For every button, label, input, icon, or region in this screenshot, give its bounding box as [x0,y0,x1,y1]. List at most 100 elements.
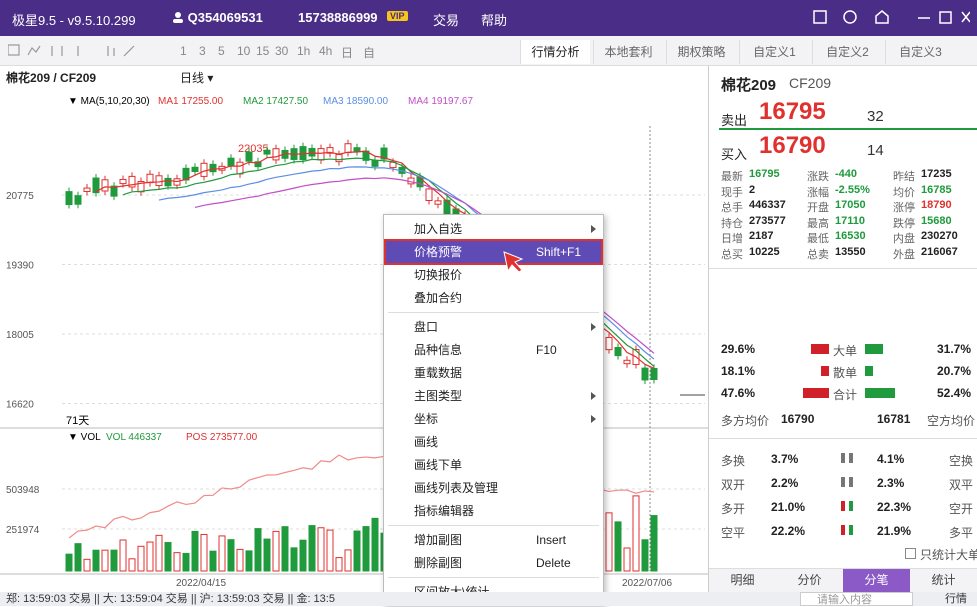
menu-help[interactable]: 帮助 [481,13,508,28]
quote-tab[interactable]: 分笔 [843,569,910,592]
volume-bar [299,539,307,572]
stat-value: 17050 [835,199,866,211]
checkbox-box[interactable] [905,548,916,559]
period-button[interactable]: 30 [275,44,289,58]
volume-bar [101,549,109,572]
pos-icon [841,525,845,535]
tab[interactable]: 自定义3 [885,40,955,64]
flow-bar-red [811,344,829,354]
menu-label: 品种信息 [414,343,463,357]
period-button[interactable]: 1h [297,44,311,58]
avg-left: 16790 [781,412,815,426]
flow-bar-green [865,388,895,398]
period-button[interactable]: 自 [363,46,376,60]
flow-label: 大单 [833,344,858,358]
flow-bar-green [865,344,883,354]
pos-value: POS 273577.00 [186,432,258,443]
section-line [709,438,977,439]
menu-item[interactable]: 增加副图 Insert [386,529,601,551]
quote-button[interactable]: 行情 [945,593,967,605]
candle-body [128,175,136,188]
menu-item[interactable]: 删除副图 Delete [386,552,601,574]
menu-item[interactable]: 切换报价 [386,264,601,286]
search-box[interactable]: 请输入内容 [800,592,913,606]
stat-value: 16795 [749,168,780,180]
volume-bar [281,526,289,572]
menu-item[interactable]: 画线 [386,431,601,453]
period-button[interactable]: 5 [218,44,225,58]
avg-left-label: 多方均价 [721,414,770,428]
home-icon[interactable] [875,10,889,24]
stat-label: 内盘 [893,233,915,245]
maximize[interactable] [939,11,952,24]
stat-value: 2187 [749,230,774,242]
menu-label: 画线下单 [414,458,463,472]
period-button[interactable]: 4h [319,44,333,58]
user[interactable]: Q354069531 [172,10,263,25]
period-button[interactable]: 日 [341,46,354,60]
menu-shortcut: Shift+F1 [536,245,582,259]
quote-tab[interactable]: 分价 [797,573,822,587]
period-button[interactable]: 1 [180,44,187,58]
vol-value: VOL 446337 [106,432,162,443]
sell-price: 16795 [759,98,826,125]
tab[interactable]: 自定义1 [739,40,809,64]
contract-code: CF209 [789,75,832,91]
menu-item[interactable]: 叠加合约 [386,287,601,309]
status-bar: 郑: 13:59:03 交易 || 大: 13:59:04 交易 || 沪: 1… [0,592,977,606]
contract-name: 棉花209 [721,77,777,94]
period-button[interactable]: 15 [256,44,270,58]
menu-item[interactable]: 坐标 [386,408,601,430]
volume-bar [650,515,658,572]
tab[interactable]: 本地套利 [593,40,663,64]
date-label: 2022/07/06 [622,578,672,589]
flow-left: 18.1% [721,364,756,378]
stat-label: 跌停 [893,217,915,230]
avg-right: 16781 [877,412,911,426]
menu-item[interactable]: 价格预警 Shift+F1 [384,239,603,265]
period-button[interactable]: 10 [237,44,251,58]
settings-icon[interactable] [843,10,857,24]
candle-body [614,346,622,357]
tab[interactable]: 自定义2 [812,40,882,64]
menu-trade[interactable]: 交易 [433,13,460,28]
pos-right-label: 空换 [949,454,974,468]
candle-body [317,148,325,161]
sell-volume: 32 [867,108,884,125]
pos-left: 2.2% [771,476,799,490]
menu-item[interactable]: 画线下单 [386,454,601,476]
stat-label: 日增 [721,233,743,245]
candle-body [236,161,244,175]
menu-item[interactable]: 指标编辑器 [386,500,601,522]
flow-label: 合计 [833,388,858,402]
volume-bar [344,549,352,572]
menu-separator [388,312,599,313]
period-select[interactable]: 日线 ▾ [180,71,214,85]
candle-body [371,159,379,167]
tab[interactable]: 行情分析 [520,40,590,64]
pos-left: 3.7% [771,452,799,466]
layout-icon[interactable] [813,10,827,24]
menu-label: 切换报价 [414,268,463,282]
ma-value: MA3 18590.00 [323,96,388,107]
menu-item[interactable]: 主图类型 [386,385,601,407]
toolbar: 1 3 5 10 15 30 1h 4h 日自 行情分析 本地套利 期权策略 自定义1 自定义2 自定义3 [0,36,977,66]
vol-axis-label: 251974 [6,525,40,536]
period-button[interactable]: 3 [199,44,206,58]
menu-item[interactable]: 重载数据 [386,362,601,384]
menu-item[interactable]: 加入自选 [386,218,601,240]
menu-item[interactable]: 盘口 [386,316,601,338]
menu-item[interactable]: 画线列表及管理 [386,477,601,499]
close[interactable] [961,11,970,23]
checkbox-label[interactable]: 只统计大单 [920,548,977,562]
menu-item[interactable]: 品种信息 F10 [386,339,601,361]
candle-body [191,166,199,172]
quote-tab[interactable]: 明细 [730,573,755,587]
volume-bar [371,517,379,572]
menu-label: 加入自选 [414,222,463,236]
price-axis-label: 16620 [6,400,34,411]
candle-body [425,188,433,202]
tool-icons [8,44,135,57]
tab[interactable]: 期权策略 [666,40,736,64]
quote-tab[interactable]: 统计 [931,573,956,587]
